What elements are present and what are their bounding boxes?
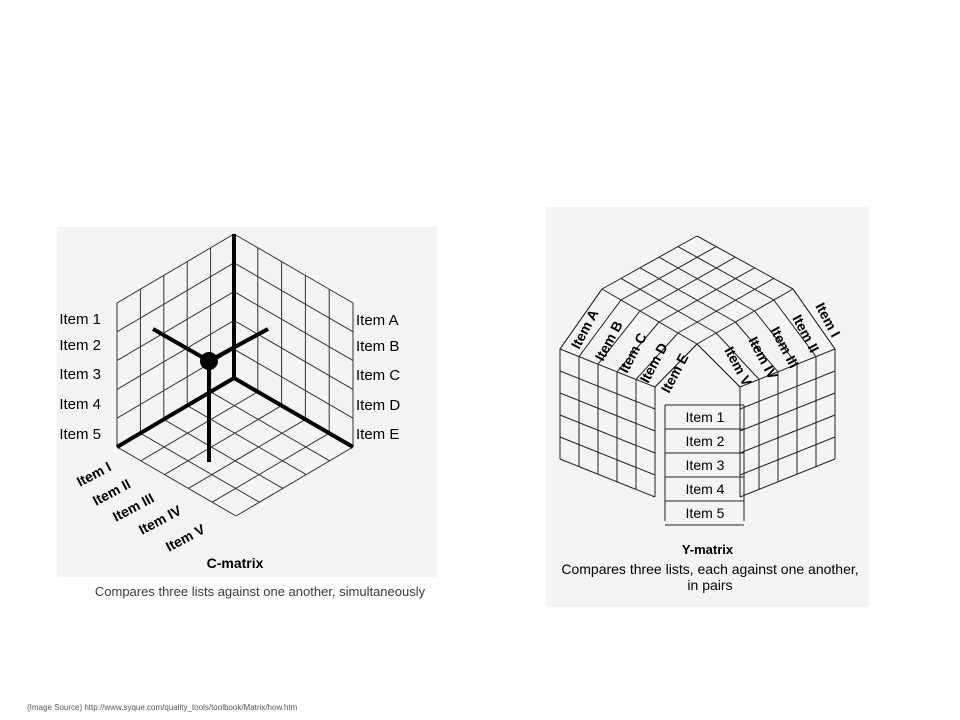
c-left-item-label: Item 5 (59, 426, 101, 443)
y-grid-line (578, 299, 622, 357)
y-grid-line (559, 414, 656, 454)
y-front-item-label: Item 3 (686, 457, 725, 473)
c-grid-line (233, 348, 354, 419)
y-grid-line (639, 267, 736, 323)
y-grid-line (677, 277, 775, 334)
y-grid-line (601, 235, 698, 290)
y-grid-line (635, 332, 679, 380)
y-grid-line (715, 332, 760, 380)
c-grid-line (235, 446, 354, 517)
c-grid-line (164, 405, 282, 476)
c-right-item-label: Item B (356, 338, 399, 355)
y-grid-line (792, 288, 836, 350)
c-grid-line (233, 319, 354, 390)
y-grid-line (773, 299, 817, 357)
c-grid-line (233, 291, 354, 362)
y-matrix-panel (546, 207, 869, 607)
y-grid-line (739, 370, 836, 410)
y-grid-line (559, 348, 656, 388)
y-grid-line (696, 343, 741, 388)
c-grid-line (210, 391, 330, 462)
y-grid-line (739, 458, 836, 498)
y-grid-line (559, 392, 656, 432)
y-grid-line (559, 436, 656, 476)
y-grid-line (601, 288, 698, 345)
y-grid-line (754, 310, 798, 365)
c-star-arm-left (152, 327, 210, 363)
c-grid-line (140, 391, 259, 462)
c-left-item-label: Item 3 (59, 366, 101, 383)
c-left-item-label: Item 1 (59, 311, 101, 328)
y-grid-line (658, 256, 755, 312)
c-right-item-label: Item C (356, 367, 400, 384)
c-grid-line (116, 233, 235, 304)
c-grid-line (140, 432, 260, 503)
y-grid-line (639, 256, 736, 312)
c-right-item-label: Item D (356, 397, 400, 414)
y-grid-line (739, 392, 836, 432)
image-source-note: (Image Source) http://www.syque.com/qual… (27, 703, 298, 712)
c-grid-line (116, 291, 235, 362)
y-front-item-label: Item 1 (686, 409, 725, 425)
c-left-item-label: Item 4 (59, 396, 101, 413)
y-grid-line (739, 414, 836, 454)
y-front-item-label: Item 2 (686, 433, 725, 449)
y-grid-line (559, 288, 603, 350)
c-right-item-label: Item A (356, 312, 399, 329)
c-right-item-label: Item E (356, 426, 399, 443)
y-matrix-caption: Compares three lists, each against one a… (561, 561, 859, 593)
c-axis-right (232, 376, 355, 449)
c-grid-line (233, 233, 354, 304)
y-grid-line (559, 370, 656, 410)
c-grid-line (116, 319, 235, 390)
y-grid-line (739, 348, 836, 388)
y-front-item-label: Item 4 (686, 481, 725, 497)
c-grid-line (211, 432, 330, 503)
c-grid-line (188, 418, 306, 489)
y-grid-line (616, 321, 660, 373)
c-matrix-panel (57, 227, 437, 577)
c-grid-line (116, 262, 235, 333)
y-grid-line (620, 277, 717, 334)
c-star-arm-right (208, 327, 269, 363)
c-grid-line (116, 446, 237, 517)
c-matrix-title: C-matrix (206, 555, 264, 571)
c-axis-left (115, 376, 236, 449)
c-grid-line (163, 418, 284, 489)
y-grid-line (677, 246, 775, 301)
y-right-roof-item-label: Item I (812, 300, 843, 340)
c-center-dot (200, 352, 218, 370)
c-left-item-label: Item 2 (59, 337, 101, 354)
y-grid-line (735, 321, 779, 373)
y-grid-line (696, 235, 794, 290)
c-grid-line (233, 262, 354, 333)
c-matrix-caption: Compares three lists against one another… (94, 584, 426, 599)
y-grid-line (658, 267, 755, 323)
y-grid-line (559, 458, 656, 498)
y-grid-line (739, 436, 836, 476)
y-front-item-label: Item 5 (686, 505, 725, 521)
y-matrix-title: Y-matrix (681, 542, 734, 557)
y-grid-line (654, 343, 698, 388)
y-grid-line (597, 310, 641, 365)
y-grid-line (696, 288, 794, 345)
y-grid-line (620, 246, 717, 301)
